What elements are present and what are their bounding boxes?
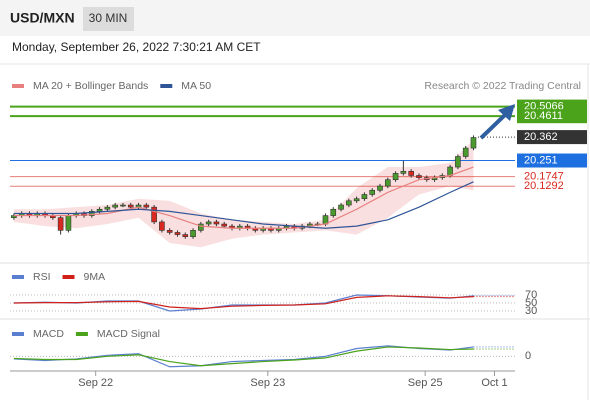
candle-body [221, 223, 228, 227]
candle-body [416, 175, 422, 178]
candle-body [120, 204, 126, 207]
x-tick-label: Sep 22 [78, 377, 113, 389]
legend-swatch [12, 332, 24, 336]
legend-label: MACD [33, 328, 64, 340]
candle-body [143, 204, 150, 208]
level-label: 20.1292 [524, 180, 564, 192]
candle-body [159, 221, 165, 231]
candle-body [205, 221, 212, 225]
y-tick-label: 30 [525, 305, 537, 317]
candle-body [190, 230, 196, 237]
legend-label: MACD Signal [97, 328, 160, 340]
candle-body [470, 137, 477, 149]
level-label: 20.362 [524, 131, 558, 143]
x-tick-label: Sep 25 [408, 377, 443, 389]
candle-body [346, 200, 352, 206]
legend-label: 9MA [84, 271, 106, 283]
candle-body [174, 232, 181, 235]
series-line [13, 181, 474, 229]
level-box [517, 109, 587, 124]
candle-body [338, 204, 344, 210]
candle-body [392, 173, 399, 181]
interval: 30 MIN [89, 11, 128, 25]
candle-body [198, 223, 204, 231]
level-box [517, 130, 587, 145]
level-label: 20.251 [524, 154, 558, 166]
candle-body [330, 208, 337, 216]
x-tick-label: Oct 1 [481, 377, 507, 389]
candle-body [112, 204, 118, 208]
candle-body [88, 211, 95, 216]
candle-body [57, 217, 64, 231]
candle-body [384, 179, 391, 187]
candle-body [213, 221, 220, 225]
target-arrow [479, 104, 515, 140]
arrow-head [498, 104, 515, 121]
candle-body [455, 156, 461, 168]
candle-body [369, 189, 376, 195]
series-line [13, 166, 474, 229]
legend-label: MA 20 + Bollinger Bands [33, 80, 148, 92]
candle-body [361, 194, 368, 200]
candle-body [408, 170, 414, 176]
candle-body [400, 170, 407, 174]
level-box [517, 153, 587, 168]
x-tick-label: Sep 23 [250, 377, 285, 389]
legend-label: MA 50 [181, 80, 211, 92]
level-label: 20.4611 [524, 110, 563, 122]
legend-swatch [62, 275, 75, 279]
interval-badge [83, 7, 134, 31]
arrow-shaft [479, 111, 509, 140]
candle-body [353, 198, 360, 202]
legend-swatch [160, 84, 173, 88]
y-tick-label: 70 [525, 289, 537, 301]
bollinger-band [13, 139, 474, 248]
candle-body [377, 185, 383, 191]
candle-body [96, 208, 103, 212]
candle-body [127, 204, 134, 208]
legend-label: RSI [33, 271, 51, 283]
candle-body [462, 147, 469, 157]
legend-swatch [75, 332, 88, 336]
level-label: 20.1747 [524, 171, 564, 183]
y-tick-label: 50 [525, 297, 537, 309]
legend-swatch [12, 275, 24, 279]
candle-body [104, 206, 111, 210]
date: Monday, September 26, 2022 7:30:21 AM CE… [12, 40, 261, 54]
candle-body [65, 215, 72, 231]
y-tick-label: 0 [525, 350, 531, 362]
candle-body [182, 234, 189, 237]
source: Research © 2022 Trading Central [424, 80, 581, 92]
legend-swatch [12, 84, 24, 88]
series-line [13, 295, 474, 310]
series-line [13, 346, 474, 367]
candle-body [166, 230, 173, 233]
symbol: USD/MXN [10, 10, 75, 26]
candle-body [151, 206, 157, 223]
